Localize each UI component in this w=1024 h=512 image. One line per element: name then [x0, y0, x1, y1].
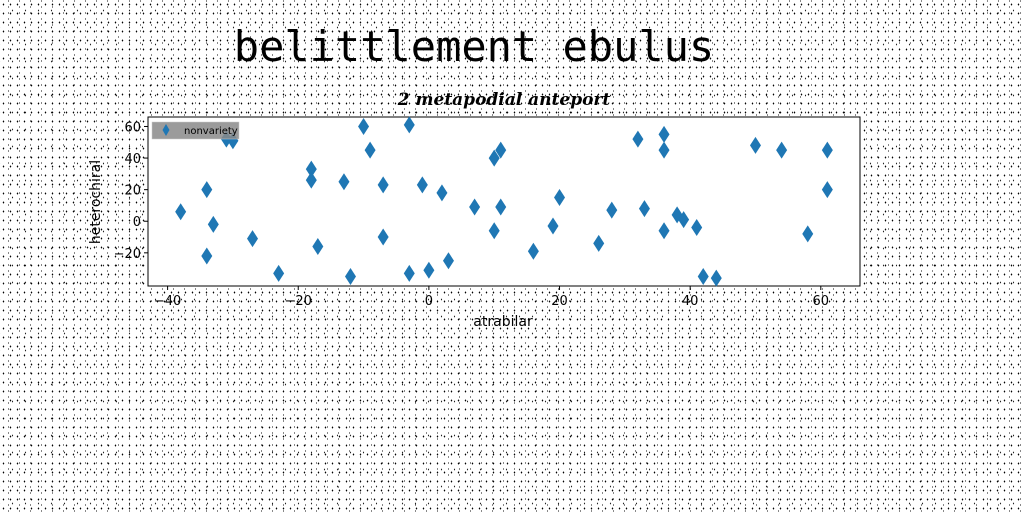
x-axis-ticks: −40 −20 0 20 40 60	[154, 286, 829, 309]
data-point	[358, 117, 370, 135]
data-point	[247, 230, 259, 248]
data-point	[488, 222, 500, 240]
y-axis-label: heterochiral	[88, 160, 104, 244]
data-point	[495, 141, 507, 159]
data-point	[749, 136, 761, 154]
x-tick-label: 60	[813, 294, 830, 309]
data-point	[658, 222, 670, 240]
y-axis-ticks: −20 0 20 40 60	[114, 120, 148, 262]
x-tick-label: 0	[425, 294, 433, 309]
data-point	[821, 141, 833, 159]
data-point	[547, 217, 559, 235]
data-point	[691, 219, 703, 237]
y-tick-label: 60	[124, 120, 141, 135]
data-point	[207, 215, 219, 233]
data-point	[175, 203, 187, 221]
data-point	[305, 171, 317, 189]
data-point	[442, 252, 454, 270]
chart-title: 2 metapodial anteport	[397, 90, 611, 110]
data-points	[175, 116, 833, 287]
data-point	[554, 189, 566, 207]
legend: nonvariety	[151, 121, 240, 140]
legend-label: nonvariety	[184, 126, 238, 137]
data-point	[364, 141, 376, 159]
x-tick-label: −40	[154, 294, 181, 309]
data-point	[488, 149, 500, 167]
data-point	[776, 141, 788, 159]
data-point	[338, 173, 350, 191]
data-point	[312, 238, 324, 256]
data-point	[273, 264, 285, 282]
data-point	[606, 201, 618, 219]
page-title: belittlement ebulus	[233, 22, 715, 71]
data-point	[305, 160, 317, 178]
data-point	[403, 264, 415, 282]
data-point	[658, 125, 670, 143]
y-tick-label: 0	[133, 215, 141, 230]
data-point	[658, 141, 670, 159]
data-point	[593, 234, 605, 252]
data-point	[436, 184, 448, 202]
x-tick-label: 40	[682, 294, 699, 309]
legend-box	[151, 121, 240, 140]
legend-marker	[162, 124, 170, 136]
data-point	[377, 228, 389, 246]
y-tick-label: 20	[124, 184, 141, 199]
x-tick-label: 20	[551, 294, 568, 309]
x-axis-label: atrabilar	[473, 314, 533, 330]
data-point	[821, 181, 833, 199]
data-point	[201, 181, 213, 199]
data-point	[638, 200, 650, 218]
data-point	[710, 269, 722, 287]
data-point	[632, 130, 644, 148]
data-point	[201, 247, 213, 265]
data-point	[403, 116, 415, 134]
plot-area	[147, 116, 861, 287]
x-tick-label: −20	[285, 294, 312, 309]
data-point	[527, 242, 539, 260]
data-point	[802, 225, 814, 243]
data-point	[469, 198, 481, 216]
data-point	[377, 176, 389, 194]
data-point	[416, 176, 428, 194]
y-tick-label: 40	[124, 152, 141, 167]
data-point	[678, 211, 690, 229]
data-point	[495, 198, 507, 216]
data-point	[423, 261, 435, 279]
y-tick-label: −20	[114, 247, 141, 262]
data-point	[697, 268, 709, 286]
data-point	[344, 268, 356, 286]
